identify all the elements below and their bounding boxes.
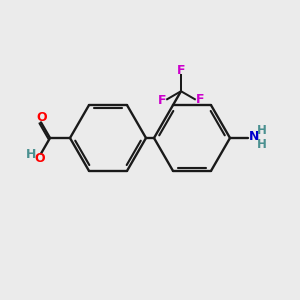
Text: N: N [249,130,259,142]
Text: H: H [26,148,36,161]
Text: H: H [257,124,267,136]
Text: H: H [257,137,267,151]
Text: F: F [177,64,185,77]
Text: F: F [158,94,167,107]
Text: O: O [35,152,45,165]
Text: O: O [37,111,47,124]
Text: F: F [196,93,204,106]
